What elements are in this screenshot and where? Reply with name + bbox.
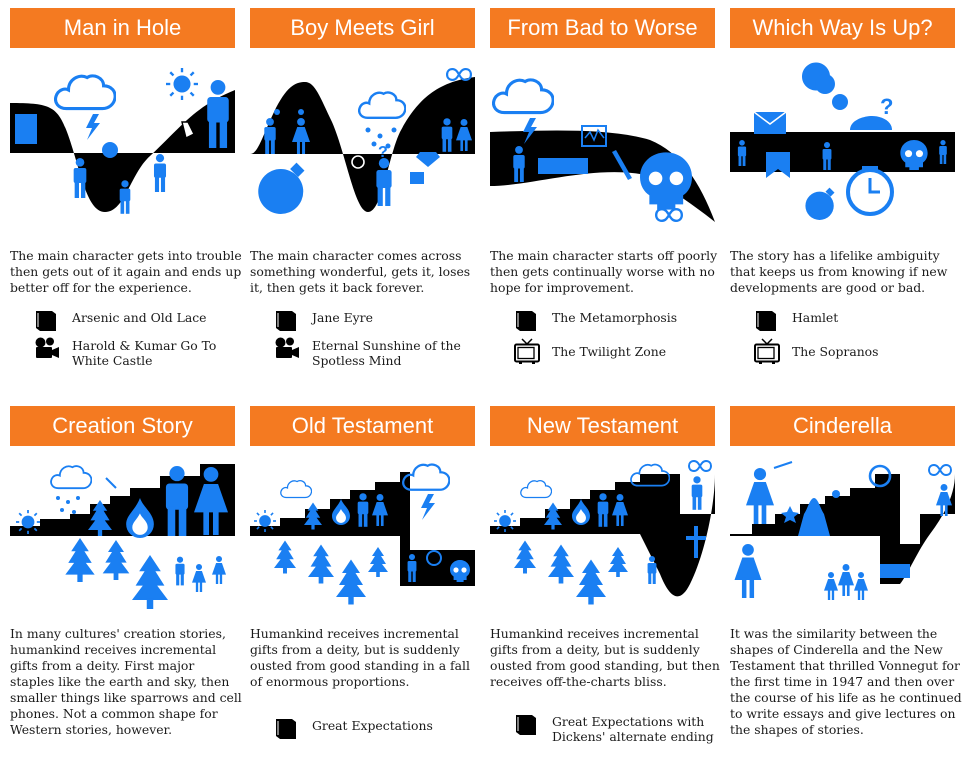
panel-description: Humankind receives incremental gifts fro… — [490, 626, 720, 689]
svg-text:?: ? — [378, 144, 388, 161]
panel-title: Boy Meets Girl — [250, 8, 475, 48]
example-work: Great Expectations — [274, 716, 474, 742]
book-icon — [514, 712, 540, 738]
book-icon — [274, 308, 300, 334]
panel-boy-meets-girl: Boy Meets Girl ? The main character come… — [250, 8, 475, 368]
panel-old-testament: Old Testament Humankind receives increme… — [250, 406, 475, 761]
example-title: Hamlet — [792, 310, 839, 325]
example-title: Great Expectations with Dickens' alterna… — [552, 714, 714, 744]
story-shape-cinderella — [730, 461, 955, 600]
tv-icon — [754, 338, 780, 364]
panel-description: The main character comes across somethin… — [250, 248, 471, 295]
story-shape-new-testament — [490, 460, 715, 605]
example-title: Harold & Kumar Go To White Castle — [72, 338, 217, 368]
book-icon — [514, 308, 540, 334]
example-title: Arsenic and Old Lace — [72, 310, 207, 325]
example-work: The Twilight Zone — [514, 338, 714, 364]
panel-description: Humankind receives incremental gifts fro… — [250, 626, 470, 689]
panel-title: Man in Hole — [10, 8, 235, 48]
example-work: Arsenic and Old Lace — [34, 308, 234, 334]
film-camera-icon — [34, 336, 60, 362]
book-icon — [274, 716, 300, 742]
svg-text:?: ? — [880, 94, 893, 119]
example-work: Eternal Sunshine of the Spotless Mind — [274, 336, 474, 368]
panel-title: From Bad to Worse — [490, 8, 715, 48]
story-shape-from-bad-to-worse — [490, 78, 715, 222]
example-work: The Metamorphosis — [514, 308, 714, 334]
example-title: Eternal Sunshine of the Spotless Mind — [312, 338, 461, 368]
story-shape-boy-meets-girl: ? — [250, 68, 475, 214]
example-title: The Metamorphosis — [552, 310, 678, 325]
example-work: Great Expectations with Dickens' alterna… — [514, 712, 714, 744]
example-title: The Twilight Zone — [552, 344, 667, 359]
story-shape-which-way-is-up: ? — [730, 62, 955, 220]
story-shape-old-testament — [250, 463, 475, 605]
panel-from-bad-to-worse: From Bad to Worse The main character sta… — [490, 8, 717, 368]
panel-new-testament: New Testament Humankind receives increme… — [490, 406, 720, 761]
panel-description: In many cultures' creation stories, huma… — [10, 626, 242, 737]
story-shape-creation-story — [10, 464, 235, 609]
example-title: The Sopranos — [792, 344, 879, 359]
panel-description: The main character gets into trouble the… — [10, 248, 242, 295]
panel-description: It was the similarity between the shapes… — [730, 626, 962, 737]
panel-which-way-is-up: Which Way Is Up? ? The story has a lifel… — [730, 8, 955, 368]
film-camera-icon — [274, 336, 300, 362]
story-shape-man-in-hole — [10, 68, 235, 214]
panel-title: Cinderella — [730, 406, 955, 446]
panel-title: Which Way Is Up? — [730, 8, 955, 48]
panel-cinderella: Cinderella It was the similarity between… — [730, 406, 962, 761]
panel-description: The story has a lifelike ambiguity that … — [730, 248, 948, 295]
panel-creation-story: Creation Story In many cultures' creatio… — [10, 406, 242, 761]
panel-title: Old Testament — [250, 406, 475, 446]
example-work: Hamlet — [754, 308, 954, 334]
panel-description: The main character starts off poorly the… — [490, 248, 718, 295]
example-work: Harold & Kumar Go To White Castle — [34, 336, 234, 368]
example-work: The Sopranos — [754, 338, 954, 364]
example-title: Jane Eyre — [312, 310, 373, 325]
panel-title: Creation Story — [10, 406, 235, 446]
book-icon — [754, 308, 780, 334]
example-work: Jane Eyre — [274, 308, 474, 334]
book-icon — [34, 308, 60, 334]
tv-icon — [514, 338, 540, 364]
example-title: Great Expectations — [312, 718, 433, 733]
panel-title: New Testament — [490, 406, 715, 446]
panel-man-in-hole: Man in Hole The main character gets into… — [10, 8, 242, 368]
